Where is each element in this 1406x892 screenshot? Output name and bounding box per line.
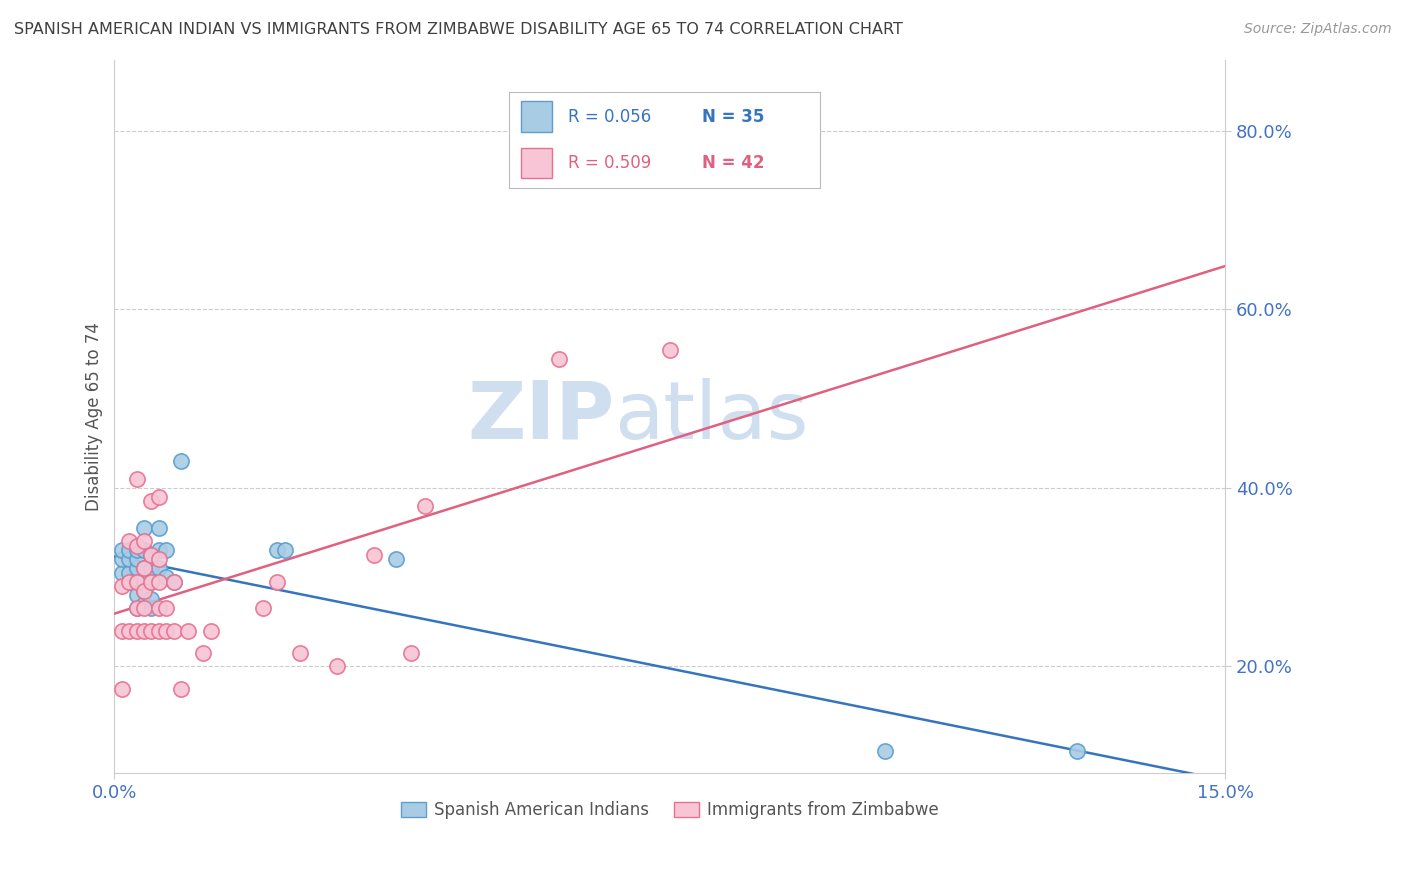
- Point: [148, 574, 170, 589]
- Point: [132, 561, 155, 575]
- Point: [200, 624, 222, 638]
- Legend: Spanish American Indians, Immigrants from Zimbabwe: Spanish American Indians, Immigrants fro…: [394, 795, 946, 826]
- Y-axis label: Disability Age 65 to 74: Disability Age 65 to 74: [86, 322, 103, 511]
- Point: [125, 574, 148, 589]
- Point: [132, 561, 155, 575]
- Point: [266, 543, 288, 558]
- Point: [118, 624, 141, 638]
- Point: [118, 566, 141, 580]
- Point: [148, 521, 170, 535]
- Point: [141, 561, 163, 575]
- Point: [141, 574, 163, 589]
- Point: [111, 681, 134, 696]
- Point: [125, 543, 148, 558]
- Text: SPANISH AMERICAN INDIAN VS IMMIGRANTS FROM ZIMBABWE DISABILITY AGE 65 TO 74 CORR: SPANISH AMERICAN INDIAN VS IMMIGRANTS FR…: [14, 22, 903, 37]
- Point: [125, 539, 148, 553]
- Point: [148, 552, 170, 566]
- Point: [274, 543, 297, 558]
- Point: [155, 570, 177, 584]
- Point: [873, 744, 896, 758]
- Point: [141, 592, 163, 607]
- Point: [415, 499, 437, 513]
- Point: [658, 343, 681, 357]
- Point: [325, 659, 347, 673]
- Point: [363, 548, 385, 562]
- Point: [141, 574, 163, 589]
- Point: [118, 552, 141, 566]
- Point: [125, 574, 148, 589]
- Point: [132, 583, 155, 598]
- Point: [141, 601, 163, 615]
- Point: [111, 543, 134, 558]
- Point: [111, 579, 134, 593]
- Point: [125, 561, 148, 575]
- Text: ZIP: ZIP: [467, 377, 614, 456]
- Point: [141, 624, 163, 638]
- Point: [132, 597, 155, 611]
- Point: [125, 601, 148, 615]
- Point: [385, 552, 408, 566]
- Point: [155, 543, 177, 558]
- Point: [118, 574, 141, 589]
- Point: [111, 624, 134, 638]
- Point: [148, 490, 170, 504]
- Point: [148, 561, 170, 575]
- Point: [118, 574, 141, 589]
- Point: [125, 552, 148, 566]
- Point: [288, 646, 311, 660]
- Point: [111, 566, 134, 580]
- Point: [170, 454, 193, 468]
- Point: [252, 601, 274, 615]
- Point: [155, 601, 177, 615]
- Point: [125, 624, 148, 638]
- Point: [141, 548, 163, 562]
- Point: [125, 601, 148, 615]
- Point: [193, 646, 215, 660]
- Point: [111, 552, 134, 566]
- Point: [125, 588, 148, 602]
- Point: [266, 574, 288, 589]
- Point: [148, 601, 170, 615]
- Point: [141, 548, 163, 562]
- Point: [118, 534, 141, 549]
- Point: [1066, 744, 1088, 758]
- Point: [163, 574, 186, 589]
- Point: [132, 601, 155, 615]
- Point: [141, 494, 163, 508]
- Point: [132, 534, 155, 549]
- Point: [132, 543, 155, 558]
- Point: [547, 351, 569, 366]
- Point: [125, 472, 148, 486]
- Point: [132, 624, 155, 638]
- Point: [399, 646, 422, 660]
- Point: [132, 521, 155, 535]
- Point: [163, 574, 186, 589]
- Point: [148, 624, 170, 638]
- Text: atlas: atlas: [614, 377, 808, 456]
- Point: [170, 681, 193, 696]
- Point: [132, 583, 155, 598]
- Point: [163, 624, 186, 638]
- Point: [155, 624, 177, 638]
- Text: Source: ZipAtlas.com: Source: ZipAtlas.com: [1244, 22, 1392, 37]
- Point: [148, 543, 170, 558]
- Point: [118, 543, 141, 558]
- Point: [177, 624, 200, 638]
